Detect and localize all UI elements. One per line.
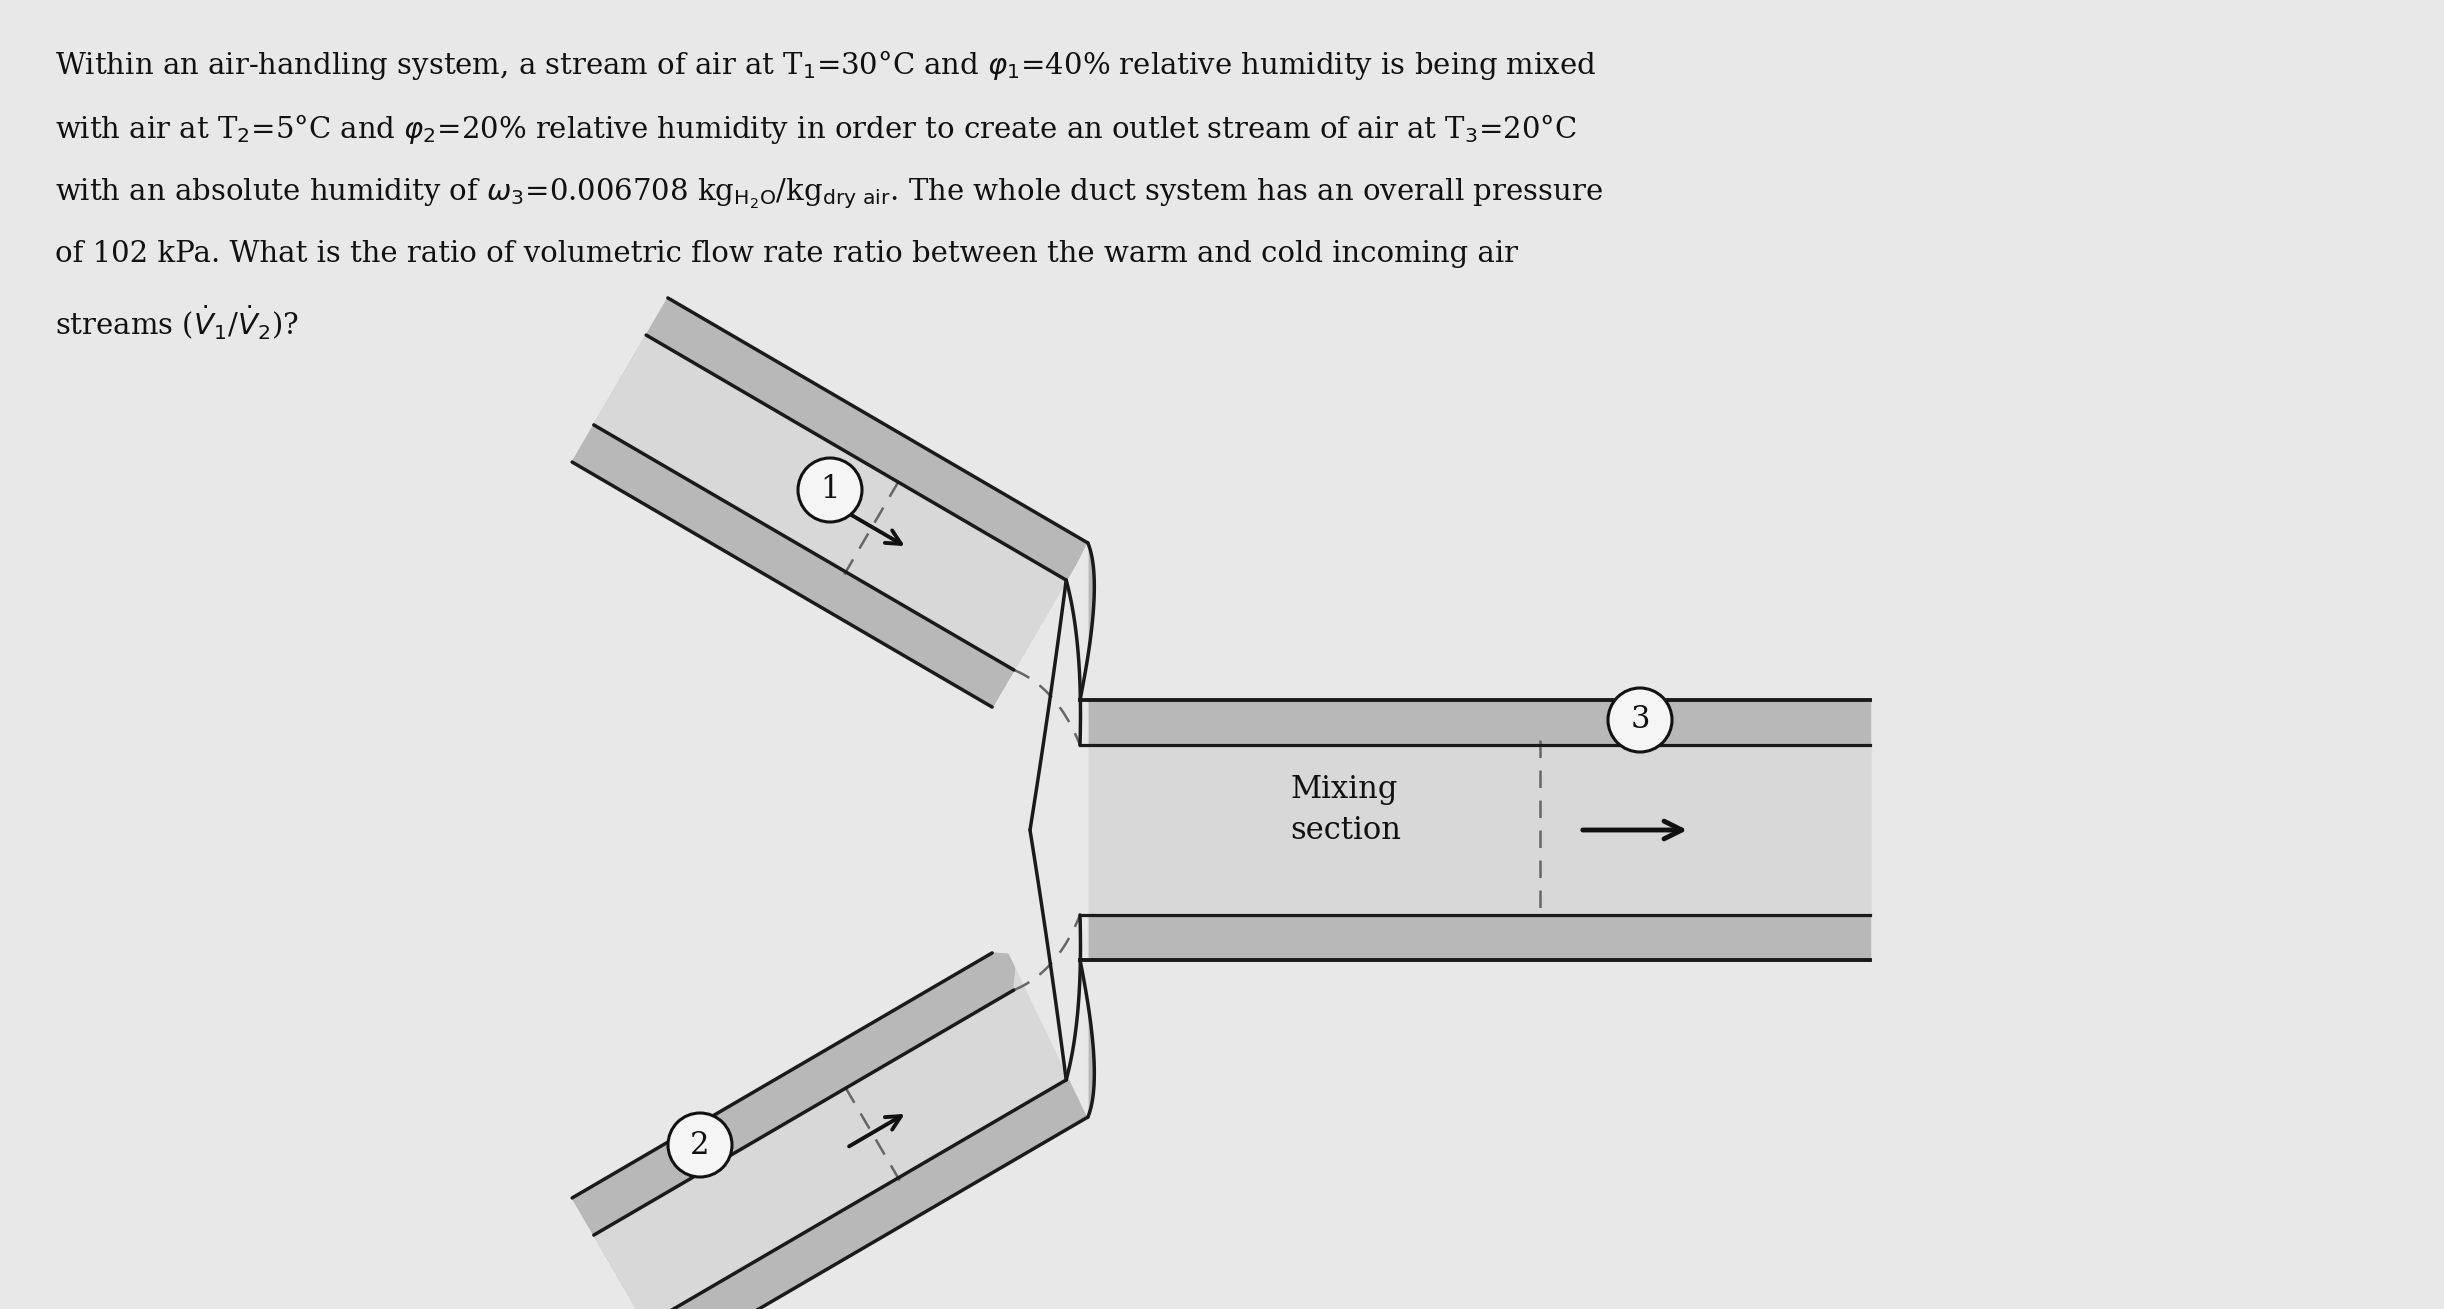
Circle shape (799, 458, 863, 522)
Text: 1: 1 (821, 474, 841, 505)
Polygon shape (572, 953, 1088, 1309)
Text: of 102 kPa. What is the ratio of volumetric flow rate ratio between the warm and: of 102 kPa. What is the ratio of volumet… (56, 240, 1518, 268)
Text: streams ($\dot{V}_1$/$\dot{V}_2$)?: streams ($\dot{V}_1$/$\dot{V}_2$)? (56, 304, 298, 342)
Text: Mixing
section: Mixing section (1290, 774, 1400, 846)
Polygon shape (1080, 700, 1870, 959)
Polygon shape (1034, 580, 1066, 1080)
Text: with an absolute humidity of $\omega_3$=0.006708 kg$_{\mathrm{H_2O}}$/kg$_{\math: with an absolute humidity of $\omega_3$=… (56, 175, 1603, 211)
Text: 2: 2 (689, 1130, 709, 1161)
Polygon shape (594, 990, 1066, 1309)
Polygon shape (572, 298, 1088, 707)
Polygon shape (951, 543, 1088, 1117)
Text: Within an air-handling system, a stream of air at T$_1$=30°C and $\varphi_1$=40%: Within an air-handling system, a stream … (56, 48, 1596, 82)
Circle shape (667, 1113, 733, 1177)
Polygon shape (1014, 830, 1080, 1080)
Polygon shape (992, 543, 1095, 707)
Polygon shape (594, 335, 1066, 670)
Text: 3: 3 (1630, 704, 1650, 736)
Circle shape (1608, 689, 1672, 751)
Polygon shape (1080, 745, 1870, 915)
Polygon shape (970, 543, 1088, 953)
Polygon shape (1014, 580, 1080, 830)
Text: with air at T$_2$=5°C and $\varphi_2$=20% relative humidity in order to create a: with air at T$_2$=5°C and $\varphi_2$=20… (56, 113, 1576, 147)
Polygon shape (992, 953, 1095, 1117)
